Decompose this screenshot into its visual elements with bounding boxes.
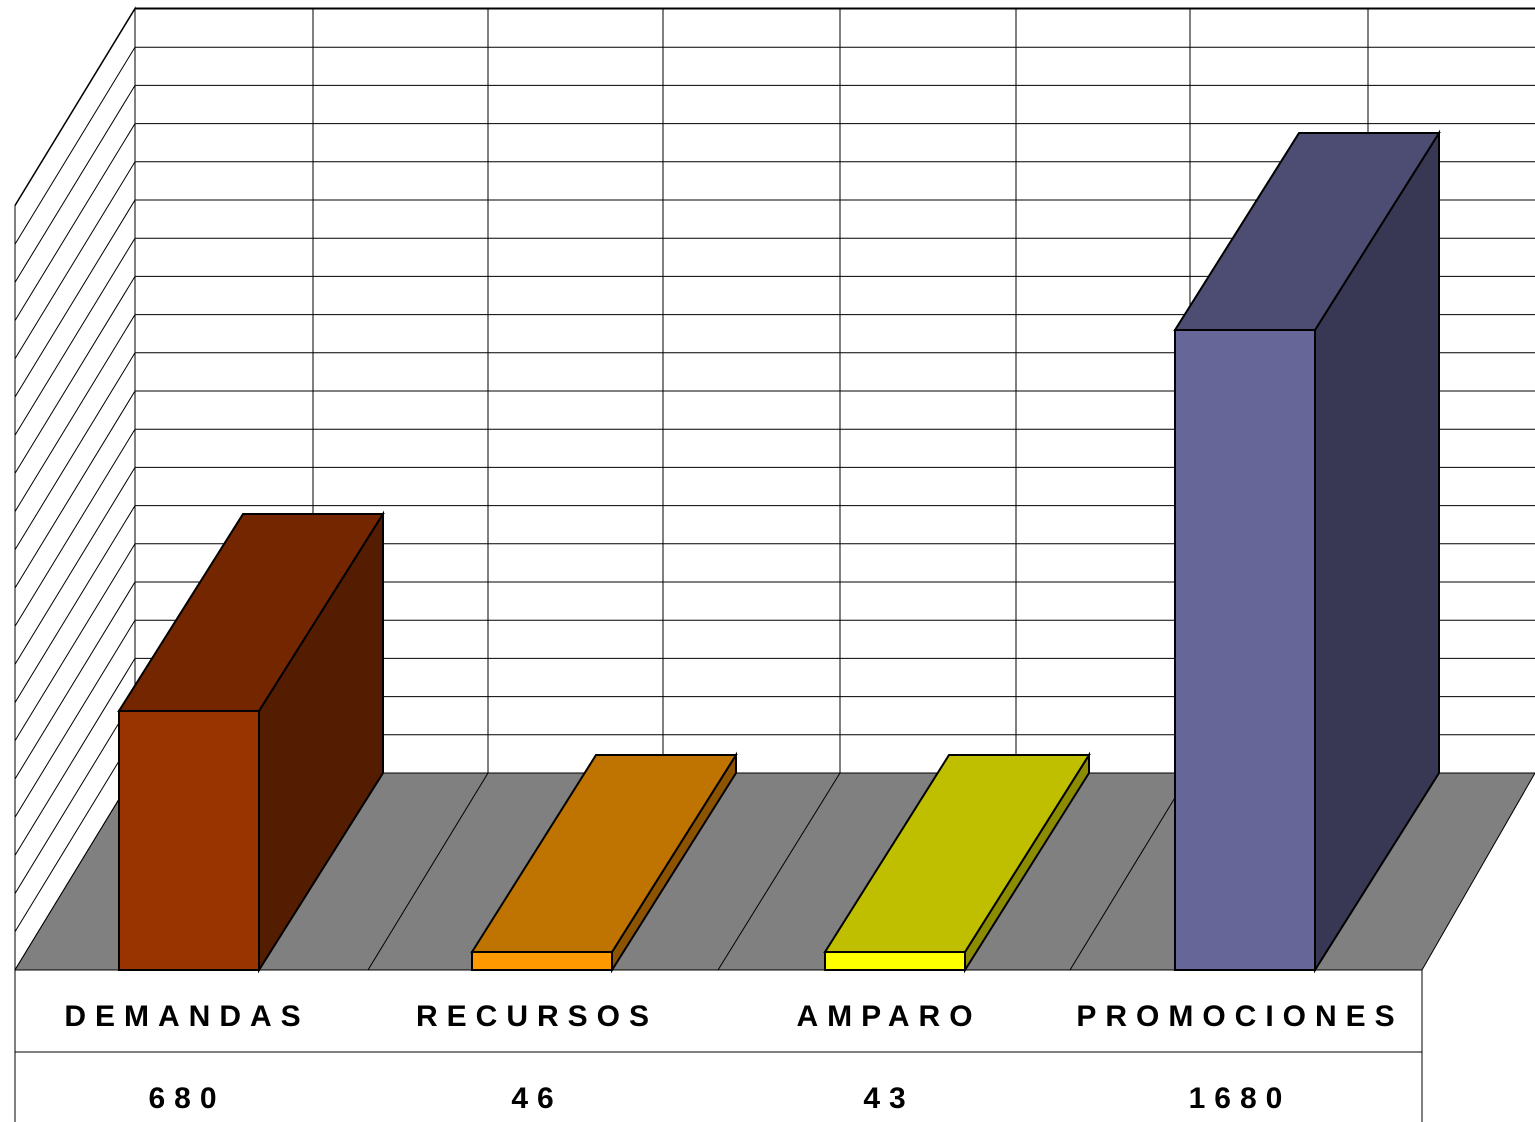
side-wall-gridline (14, 696, 136, 894)
bar-recursos (470, 751, 738, 974)
side-wall-gridline (14, 199, 136, 398)
side-wall-gridline (14, 467, 136, 665)
value-label-recursos: 46 (511, 1082, 562, 1115)
side-wall-gridline (14, 314, 136, 512)
side-wall-gridline (14, 581, 136, 780)
bar-front-face (118, 709, 260, 971)
bar-amparo (823, 751, 1091, 974)
category-label-amparo: AMPARO (796, 1000, 981, 1033)
floor-divider (1069, 772, 1191, 971)
bar-front-face (824, 951, 966, 971)
side-wall-gridline (14, 543, 136, 742)
bar-front-face (1174, 329, 1316, 971)
side-wall-gridline (14, 658, 136, 856)
side-wall-gridline (14, 505, 136, 703)
side-wall-gridline (14, 619, 136, 818)
side-wall-gridline (14, 428, 136, 627)
side-wall-gridline (14, 46, 136, 245)
value-label-amparo: 43 (863, 1082, 914, 1115)
side-wall-gridline (14, 276, 136, 474)
data-table: DEMANDAS RECURSOS AMPARO PROMOCIONES 680… (14, 969, 1423, 1122)
bar-demandas (117, 510, 385, 974)
floor-divider (367, 772, 489, 971)
floor-divider (717, 772, 841, 971)
side-wall-gridline (14, 352, 136, 551)
side-wall-gridline (14, 85, 136, 283)
category-label-recursos: RECURSOS (416, 1000, 658, 1033)
chart-bars (117, 129, 1441, 974)
side-wall-gridline (14, 161, 136, 360)
category-label-promociones: PROMOCIONES (1076, 1000, 1403, 1033)
side-wall-gridline (14, 237, 136, 436)
side-wall-gridline (14, 734, 136, 933)
value-label-demandas: 680 (148, 1082, 225, 1115)
bar-front-face (471, 951, 613, 971)
side-wall-gridline (14, 123, 136, 321)
value-label-promociones: 1680 (1189, 1082, 1292, 1115)
bar-promociones (1173, 129, 1441, 974)
side-wall-gridline (14, 8, 136, 207)
category-label-demandas: DEMANDAS (64, 1000, 309, 1033)
side-wall-gridline (14, 390, 136, 589)
